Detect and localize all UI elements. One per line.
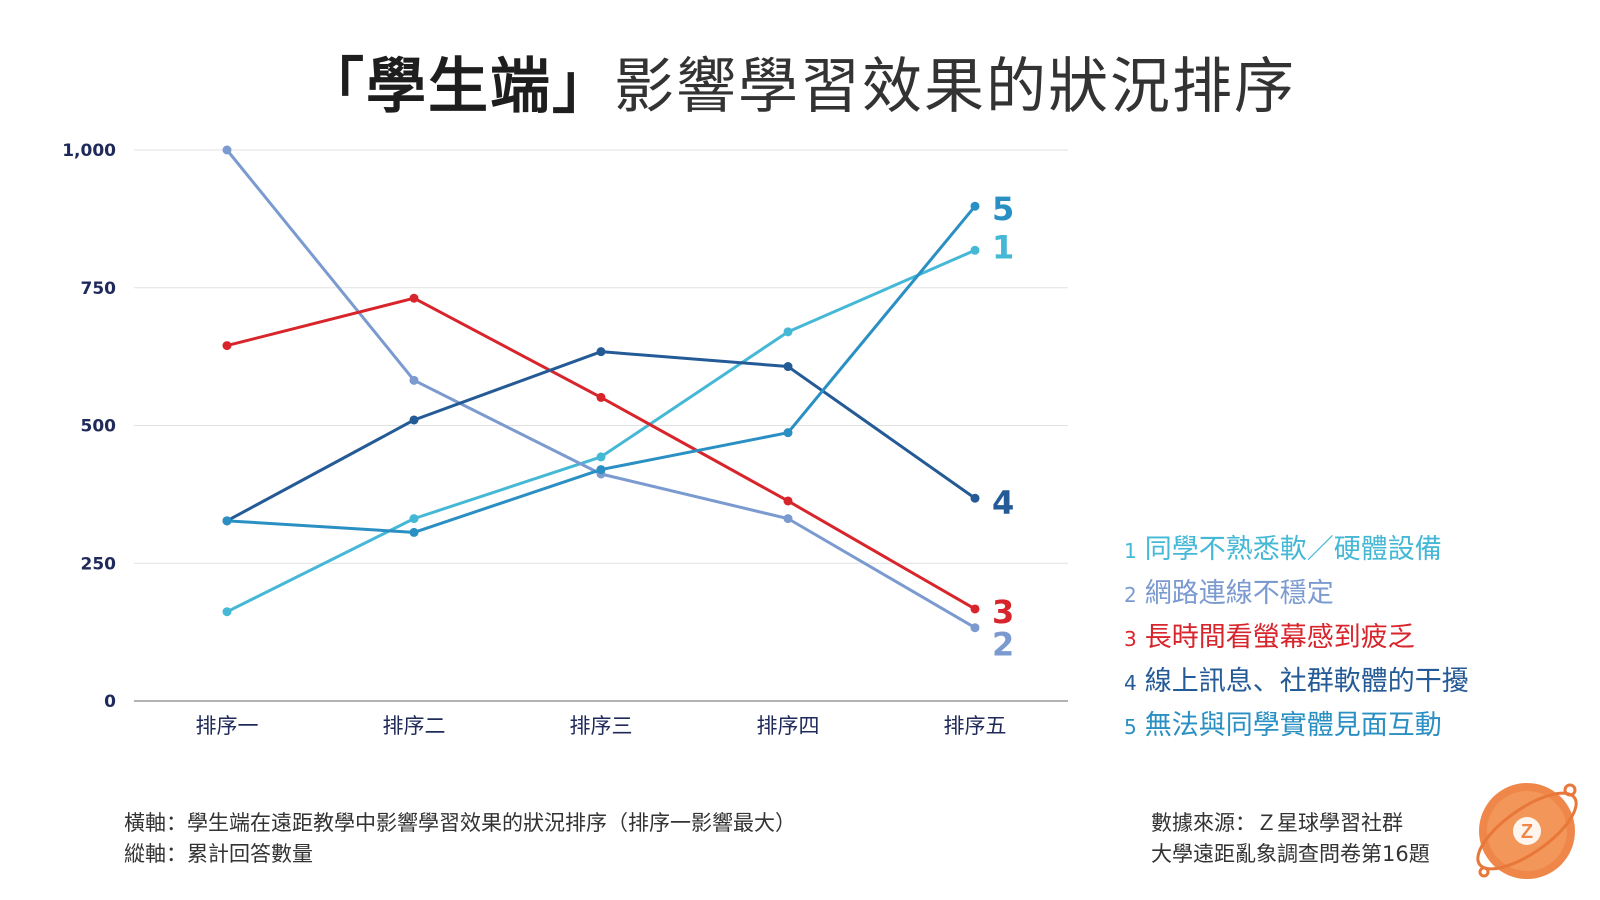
series-2-end-label: 2: [992, 626, 1014, 664]
y-axis-labels: 0 250 500 750 1,000: [62, 141, 116, 712]
series-5-line: [226, 205, 977, 534]
legend-label: 線上訊息、社群軟體的干擾: [1144, 666, 1469, 697]
series-5-point: [596, 465, 606, 475]
series-1-point: [596, 452, 606, 462]
series-1-end-label: 1: [992, 228, 1014, 266]
series-5-end-label: 5: [992, 190, 1014, 228]
series-4-point: [409, 415, 419, 425]
series-1-point: [783, 327, 793, 337]
series-3-point: [783, 496, 793, 506]
series-2-point: [222, 145, 232, 155]
series-5-point: [222, 516, 232, 526]
grid-lines: [134, 149, 1068, 702]
y-tick-label: 750: [81, 279, 117, 299]
legend-item-4: 4 線上訊息、社群軟體的干擾: [1124, 660, 1469, 704]
legend-item-1: 1 同學不熟悉軟／硬體設備: [1124, 528, 1469, 572]
title-bold: 「學生端」: [304, 52, 614, 122]
x-axis-labels: 排序一 排序二 排序三 排序四 排序五: [196, 714, 1007, 738]
y-tick-label: 500: [81, 417, 117, 437]
series-1-point: [970, 245, 980, 255]
x-tick-label: 排序三: [570, 714, 633, 738]
series-3-end-label: 3: [992, 593, 1014, 631]
legend-number: 5: [1124, 715, 1137, 739]
legend-label: 長時間看螢幕感到疲乏: [1144, 622, 1415, 653]
survey-note: 大學遠距亂象調查問卷第16題: [1151, 842, 1430, 866]
x-tick-label: 排序四: [757, 714, 820, 738]
series-4-point: [783, 362, 793, 372]
series-5-point: [409, 527, 419, 537]
source-note: 數據來源：Ｚ星球學習社群: [1151, 811, 1403, 835]
legend-label: 無法與同學實體見面互動: [1144, 710, 1442, 741]
y-tick-label: 1,000: [62, 141, 116, 161]
legend-number: 2: [1124, 583, 1137, 607]
x-tick-label: 排序一: [196, 714, 259, 738]
x-tick-label: 排序五: [944, 714, 1007, 738]
series-4-point: [596, 347, 606, 357]
series-5-point: [970, 201, 980, 211]
page-title: 「學生端」影響學習效果的狀況排序: [0, 38, 1600, 125]
series-3-point: [409, 293, 419, 303]
series-3-point: [970, 604, 980, 614]
y-tick-label: 250: [81, 554, 117, 574]
series-1-point: [409, 514, 419, 524]
series-2-point: [970, 623, 980, 633]
source-notes: 數據來源：Ｚ星球學習社群 大學遠距亂象調查問卷第16題: [1151, 808, 1430, 870]
legend-number: 4: [1124, 671, 1137, 695]
legend-label: 同學不熟悉軟／硬體設備: [1144, 534, 1442, 565]
series-2-point: [409, 375, 419, 385]
legend-item-3: 3 長時間看螢幕感到疲乏: [1124, 616, 1469, 660]
series-2-point: [783, 514, 793, 524]
legend-item-5: 5 無法與同學實體見面互動: [1124, 704, 1469, 748]
y-axis-note: 縱軸：累計回答數量: [124, 842, 313, 866]
legend-item-2: 2 網路連線不穩定: [1124, 572, 1469, 616]
series-3-point: [596, 392, 606, 402]
legend: 1 同學不熟悉軟／硬體設備 2 網路連線不穩定 3 長時間看螢幕感到疲乏 4 線上訊息、社群軟…: [1124, 528, 1469, 748]
series-5-point: [783, 428, 793, 438]
legend-number: 3: [1124, 627, 1137, 651]
series-1-line: [226, 248, 976, 614]
series-4-point: [970, 493, 980, 503]
x-tick-label: 排序二: [383, 714, 446, 738]
axis-notes: 橫軸：學生端在遠距教學中影響學習效果的狀況排序（排序一影響最大） 縱軸：累計回答…: [124, 808, 796, 870]
series-4-end-label: 4: [992, 484, 1014, 522]
series-3-point: [222, 341, 232, 351]
z-planet-logo-icon: Z: [1476, 783, 1578, 879]
title-light: 影響學習效果的狀況排序: [614, 52, 1296, 122]
x-axis-note: 橫軸：學生端在遠距教學中影響學習效果的狀況排序（排序一影響最大）: [124, 811, 796, 835]
series-lines: [222, 145, 980, 633]
series-1-point: [222, 607, 232, 617]
y-tick-label: 0: [104, 692, 116, 712]
series-4-line: [226, 350, 976, 523]
legend-number: 1: [1124, 539, 1137, 563]
logo-letter: Z: [1521, 821, 1533, 843]
legend-label: 網路連線不穩定: [1144, 578, 1334, 609]
